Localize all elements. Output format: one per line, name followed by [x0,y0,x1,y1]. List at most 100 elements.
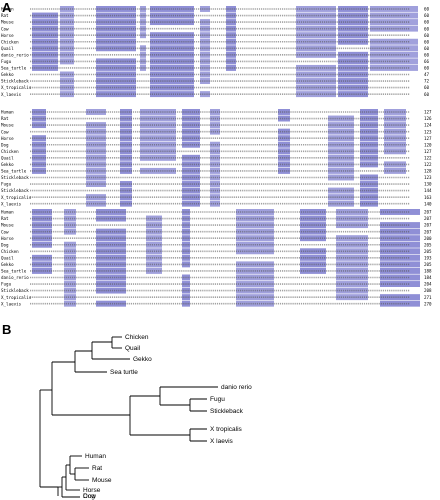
alignment-row: X_tropicalis 60 [1,84,430,91]
tree-tip-label: Cow [83,493,96,500]
alignment-row: Gekko 47 [1,71,430,78]
position-number: 60 [424,46,430,51]
alignment-row: Dog 205 [1,241,432,248]
conserved-block [150,45,194,52]
position-number: 144 [424,188,432,193]
alignment-row: X_laevis 140 [1,200,432,207]
position-number: 60 [424,7,430,12]
alignment-row: Chicken 127 [1,148,432,155]
position-number: 207 [424,229,432,234]
tree-tip-label: Dog [83,493,95,500]
position-number: 205 [424,242,432,247]
alignment-row: Fugu 130 [1,181,432,187]
species-label: Sea_turtle [1,269,27,274]
alignment-row: Cow 60 [1,25,430,32]
conserved-block [140,51,146,58]
conserved-block [60,58,74,65]
conserved-block [140,32,146,39]
alignment-row: X_tropicalis 163 [1,194,432,201]
conserved-block [32,215,52,222]
conserved-block [140,141,176,148]
conserved-block [384,122,406,129]
conserved-block [140,6,146,12]
conserved-block [300,215,326,222]
panel-a-label: A [2,0,12,15]
species-label: Quail [1,46,14,51]
species-label: Gekko [1,262,14,267]
conserved-block [384,141,406,148]
position-number: 60 [424,39,430,44]
conserved-block [140,58,146,65]
tree-tip-label: Sea turtle [110,369,138,376]
tree-tip-label: X laevis [210,438,234,445]
position-number: 60 [424,85,430,90]
conserved-block [278,128,290,135]
alignment-row: Dog 120 [1,141,432,148]
species-label: Rat [1,116,9,121]
conserved-block [384,128,406,135]
position-number: 60 [424,13,430,18]
species-label: Horse [1,236,14,241]
species-label: Stickleback [1,175,29,180]
alignment-row: Chicken 205 [1,248,432,255]
conserved-block [60,91,74,98]
position-number: 188 [424,269,432,274]
alignment-row: Quail 193 [1,254,432,261]
conserved-block [226,12,236,19]
alignment-row: X_laevis 270 [1,300,432,307]
alignment-row: Cow 207 [1,228,432,235]
species-label: Gekko [1,162,14,167]
conserved-block [300,261,326,268]
conserved-block [60,84,74,91]
position-number: 60 [424,33,430,38]
conserved-block [182,167,200,174]
conserved-block [226,64,236,71]
tree-tip-label: X tropicalis [210,426,243,433]
conserved-block [278,167,290,174]
conserved-block [32,228,52,235]
conserved-block [182,181,200,187]
conserved-block [60,38,74,45]
position-number: 205 [424,249,432,254]
conserved-block [150,38,194,45]
species-label: X_laevis [1,201,22,206]
conserved-block [120,181,132,187]
alignment-row: X_laevis 60 [1,91,430,98]
conserved-block [300,209,326,215]
species-label: Dog [1,242,9,247]
tree-tip-label: Gekko [133,356,152,363]
conserved-block [120,115,132,122]
conserved-block [140,12,146,19]
position-number: 120 [424,142,432,147]
alignment-row: Horse 60 [1,32,430,39]
position-number: 66 [424,59,430,64]
alignment-row: danio_rerio 184 [1,274,432,281]
conserved-block [60,71,74,78]
position-number: 127 [424,136,432,141]
conserved-block [120,122,132,129]
conserved-block [140,154,176,161]
conserved-block [140,167,176,174]
conserved-block [278,154,290,161]
conserved-block [182,161,200,168]
alignment-row: Horse 200 [1,235,432,242]
conserved-block [140,109,176,115]
conserved-block [120,148,132,155]
species-label: Horse [1,33,14,38]
alignment-row: Sea_turtle 188 [1,267,432,274]
conserved-block [140,115,176,122]
conserved-block [96,58,136,65]
position-number: 60 [424,66,430,71]
alignment-row: X_tropicalis 271 [1,294,432,301]
conserved-block [96,71,136,78]
position-number: 204 [424,282,432,287]
conserved-block [384,161,406,168]
alignment-row: Cow 123 [1,128,432,135]
conserved-block [384,109,406,115]
conserved-block [120,109,132,115]
conserved-block [384,167,406,174]
species-label: Cow [1,229,9,234]
conserved-block [120,167,132,174]
conserved-block [140,19,146,26]
conserved-block [96,84,136,91]
